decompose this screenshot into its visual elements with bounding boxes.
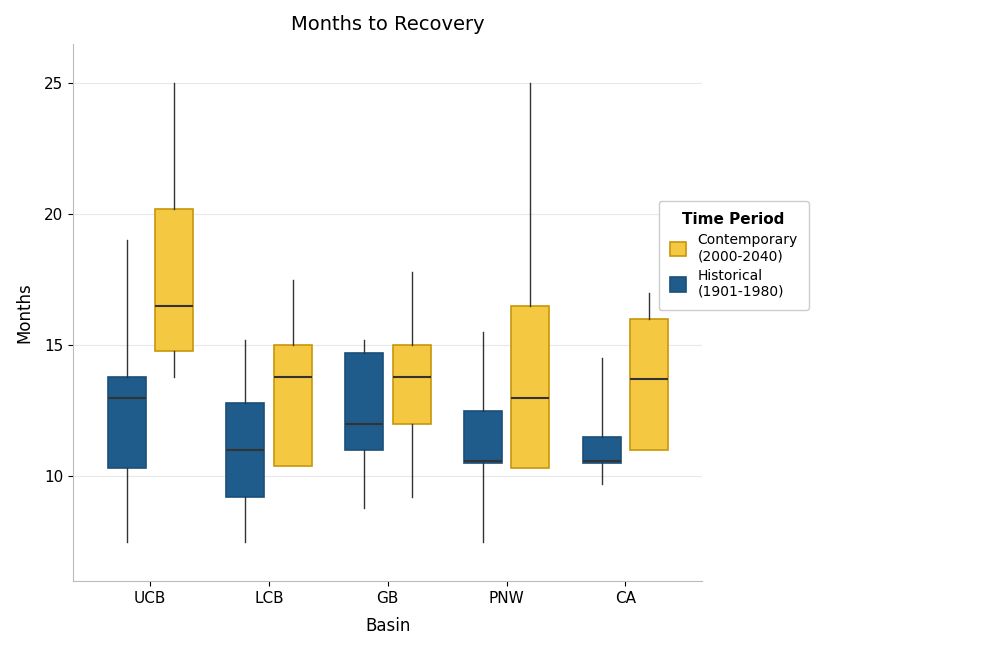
X-axis label: Basin: Basin (365, 617, 410, 635)
Title: Months to Recovery: Months to Recovery (291, 15, 485, 34)
PathPatch shape (511, 306, 549, 469)
Legend: Contemporary
(2000-2040), Historical
(1901-1980): Contemporary (2000-2040), Historical (19… (659, 202, 809, 310)
PathPatch shape (630, 319, 668, 450)
PathPatch shape (464, 411, 502, 463)
PathPatch shape (393, 345, 431, 424)
PathPatch shape (345, 353, 383, 450)
PathPatch shape (155, 209, 193, 350)
PathPatch shape (108, 377, 146, 469)
PathPatch shape (583, 437, 621, 463)
PathPatch shape (226, 403, 264, 497)
Y-axis label: Months: Months (15, 282, 33, 343)
PathPatch shape (274, 345, 312, 466)
